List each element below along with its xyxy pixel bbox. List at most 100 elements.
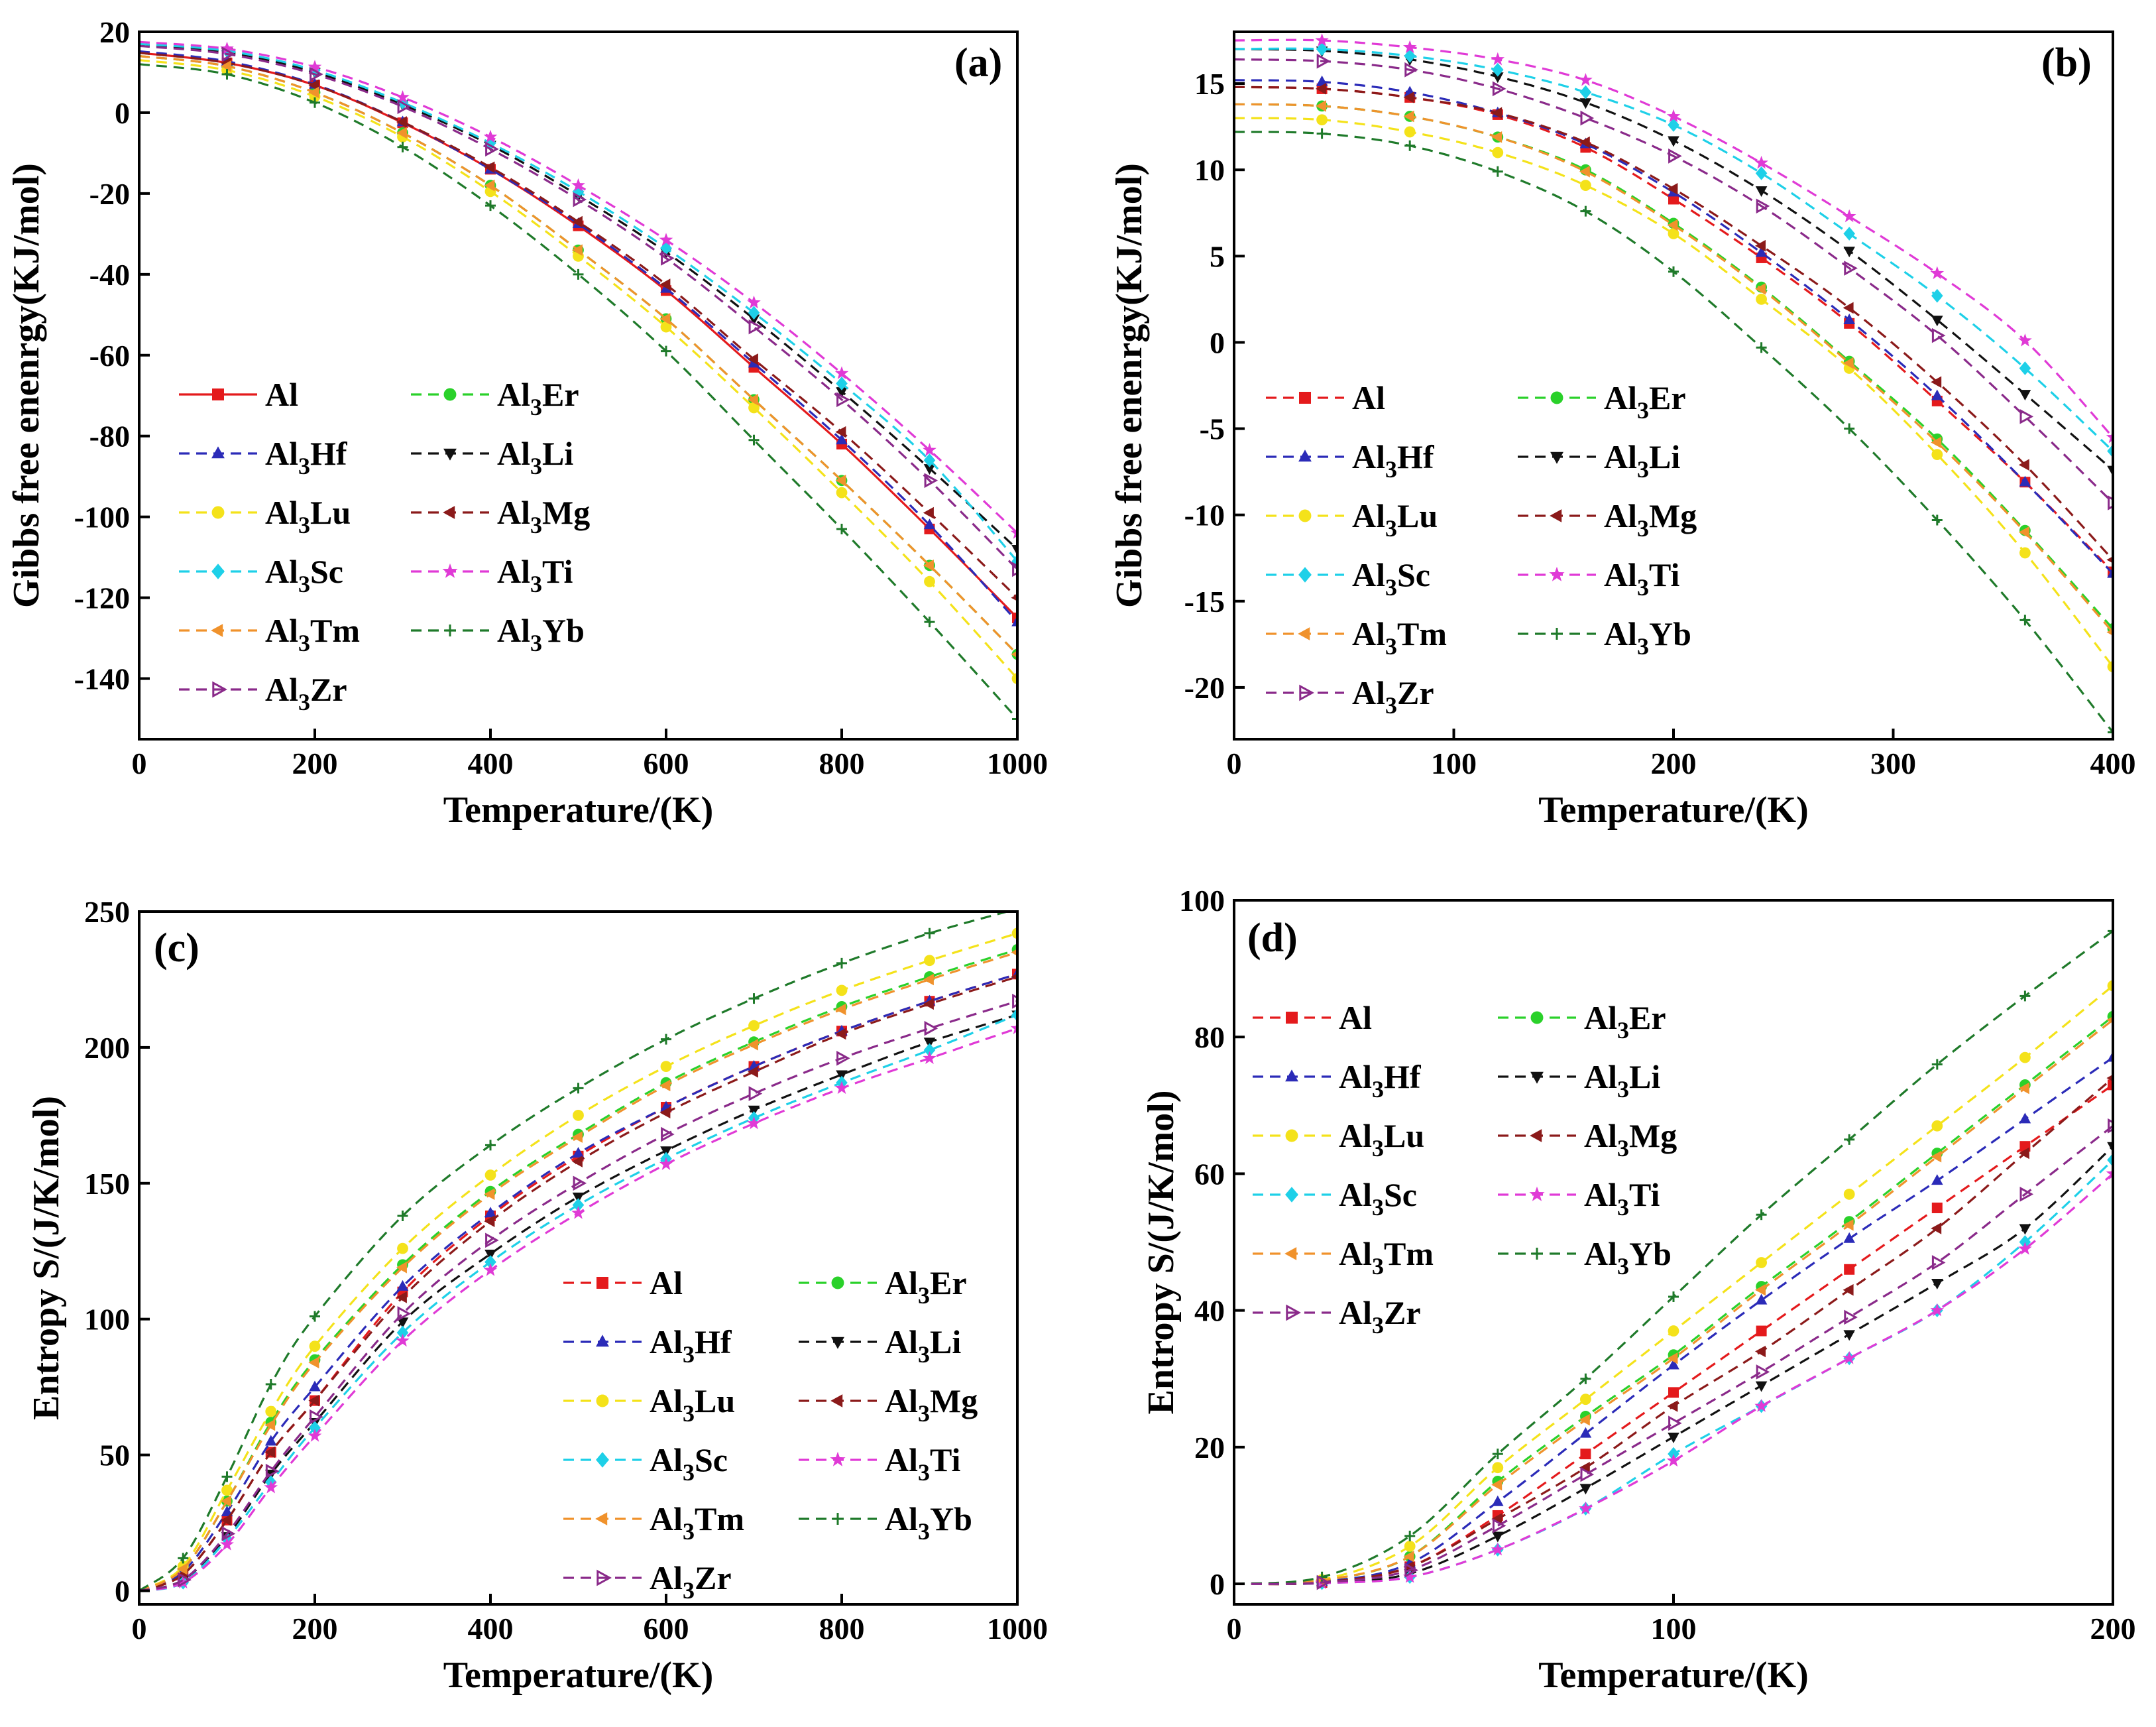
legend-item: Al3Zr xyxy=(179,671,347,715)
data-point xyxy=(485,200,496,211)
data-point xyxy=(835,1028,846,1040)
legend-label: Al3Tm xyxy=(1339,1235,1434,1280)
data-point xyxy=(1492,72,1504,84)
data-point xyxy=(397,1306,412,1321)
data-point xyxy=(1755,246,1768,257)
data-point xyxy=(2018,459,2029,471)
data-point xyxy=(1931,389,1943,400)
data-point xyxy=(572,184,585,199)
series-line xyxy=(1234,58,2113,504)
series xyxy=(1234,83,2113,564)
data-point xyxy=(220,1537,234,1551)
series xyxy=(1234,100,2113,636)
legend-label: Al3Tm xyxy=(650,1500,744,1545)
series xyxy=(139,44,1017,577)
data-point xyxy=(1011,973,1017,981)
data-point xyxy=(2107,661,2113,673)
data-point xyxy=(1492,1495,1504,1506)
data-point xyxy=(1010,1021,1017,1034)
data-point xyxy=(1667,219,1678,231)
data-point xyxy=(659,233,673,246)
data-point xyxy=(1756,342,1767,353)
data-point xyxy=(571,1206,585,1219)
legend-label: Al3Ti xyxy=(885,1441,960,1486)
x-tick-label: 400 xyxy=(2090,746,2136,780)
y-tick-label: 5 xyxy=(1210,239,1225,273)
series-group xyxy=(1234,925,2113,1590)
series-line xyxy=(1234,1125,2113,1585)
data-point xyxy=(1012,713,1017,725)
data-point xyxy=(308,86,319,99)
data-point xyxy=(1403,1551,1414,1563)
y-tick-label: 20 xyxy=(1194,1431,1225,1464)
data-point xyxy=(923,1043,936,1057)
data-point xyxy=(1491,52,1505,66)
data-point xyxy=(1299,684,1314,701)
data-point xyxy=(661,345,671,357)
x-tick-label: 0 xyxy=(132,746,147,780)
data-point xyxy=(1580,1449,1591,1460)
legend-label: Al3Mg xyxy=(1604,497,1697,542)
series-group xyxy=(139,912,1017,1592)
data-point xyxy=(1402,40,1417,54)
data-point xyxy=(1403,110,1414,123)
data-point xyxy=(1316,114,1328,126)
x-tick-label: 600 xyxy=(644,1612,689,1645)
data-point xyxy=(659,278,671,290)
y-axis-title: Gibbs free enenrgy(KJ/mol) xyxy=(1109,163,1150,608)
data-point xyxy=(1843,1219,1854,1231)
series xyxy=(1234,1051,2113,1586)
x-tick-label: 0 xyxy=(1227,1612,1242,1645)
data-point xyxy=(1844,1134,1855,1145)
data-point xyxy=(1286,1304,1301,1321)
data-point xyxy=(2107,980,2113,992)
y-tick-label: 10 xyxy=(1194,153,1225,187)
data-point xyxy=(1931,1150,1942,1163)
data-point xyxy=(1011,615,1017,626)
data-point xyxy=(747,295,761,309)
series xyxy=(139,973,1017,1592)
data-point xyxy=(1844,423,1855,434)
data-point xyxy=(923,1051,936,1064)
data-point xyxy=(660,241,672,255)
data-point xyxy=(2106,556,2113,564)
data-point xyxy=(1756,1257,1768,1268)
data-point xyxy=(1404,140,1416,151)
data-point xyxy=(443,448,457,461)
data-point xyxy=(1667,1400,1678,1412)
data-point xyxy=(830,1451,846,1466)
legend-item: Al3Hf xyxy=(563,1323,732,1368)
data-point xyxy=(1668,1387,1679,1398)
series-line xyxy=(139,40,1017,534)
series xyxy=(1234,33,2113,444)
data-point xyxy=(1756,1325,1767,1337)
data-point xyxy=(1755,282,1766,295)
data-point xyxy=(1754,156,1768,169)
data-point xyxy=(396,1280,409,1291)
data-point xyxy=(834,1081,849,1095)
legend-item: Al3Lu xyxy=(1253,1117,1424,1161)
data-point xyxy=(2107,1142,2113,1153)
series-line xyxy=(139,55,1017,656)
data-point xyxy=(397,99,412,115)
data-point xyxy=(1492,1449,1503,1460)
data-point xyxy=(2019,1051,2031,1063)
panel-c: 0 200 400 600 800 1000 0 50 100 150 200 250 Temperat… xyxy=(26,895,1048,1696)
series-line xyxy=(1234,38,2113,438)
data-point xyxy=(1579,1413,1590,1426)
data-point xyxy=(836,487,848,499)
legend-item: Al3Li xyxy=(1498,1058,1660,1102)
y-tick-label: -15 xyxy=(1184,585,1225,619)
data-point xyxy=(443,388,457,401)
x-tick-label: 0 xyxy=(132,1612,147,1645)
legend-item: Al3Er xyxy=(799,1264,967,1309)
data-point xyxy=(1930,1303,1945,1317)
legend: Al Al3Er Al3Hf Al3Li Al3Lu Al3Mg Al3Sc Al3Ti Al3… xyxy=(563,1264,978,1604)
data-point xyxy=(1284,1247,1297,1260)
data-point xyxy=(573,192,587,208)
x-tick-label: 200 xyxy=(292,1612,338,1645)
data-point xyxy=(831,1337,844,1349)
data-point xyxy=(835,426,846,438)
legend-item: Al3Yb xyxy=(1498,1235,1672,1280)
data-point xyxy=(396,116,407,128)
